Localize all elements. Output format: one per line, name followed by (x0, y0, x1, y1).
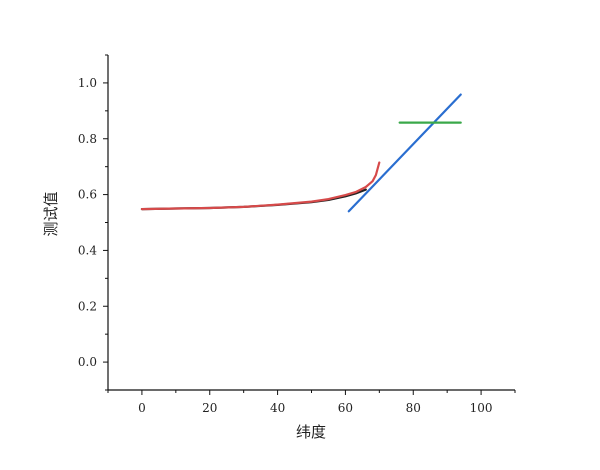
y-tick-label: 0.8 (78, 132, 97, 146)
y-tick-label: 0.4 (78, 243, 97, 257)
y-axis-title: 测试值 (42, 191, 60, 236)
x-tick-label: 0 (138, 401, 146, 415)
x-axis-title: 纬度 (296, 423, 326, 441)
x-tick-label: 20 (202, 401, 217, 415)
series-line-1 (140, 161, 381, 211)
ticks: 0 20 40 60 80 100 0.0 0.2 0.4 0.6 0.8 1.0 (78, 54, 516, 415)
y-tick-label: 0.2 (78, 299, 97, 313)
x-tick-label: 80 (406, 401, 421, 415)
x-tick-label: 100 (470, 401, 493, 415)
series-layer (140, 93, 462, 213)
axes (107, 55, 515, 391)
y-tick-label: 0.6 (78, 188, 97, 202)
x-tick-label: 60 (338, 401, 353, 415)
y-tick-label: 1.0 (78, 76, 97, 90)
series-line-2 (347, 93, 462, 213)
x-tick-label: 40 (270, 401, 285, 415)
y-tick-label: 0.0 (78, 355, 97, 369)
